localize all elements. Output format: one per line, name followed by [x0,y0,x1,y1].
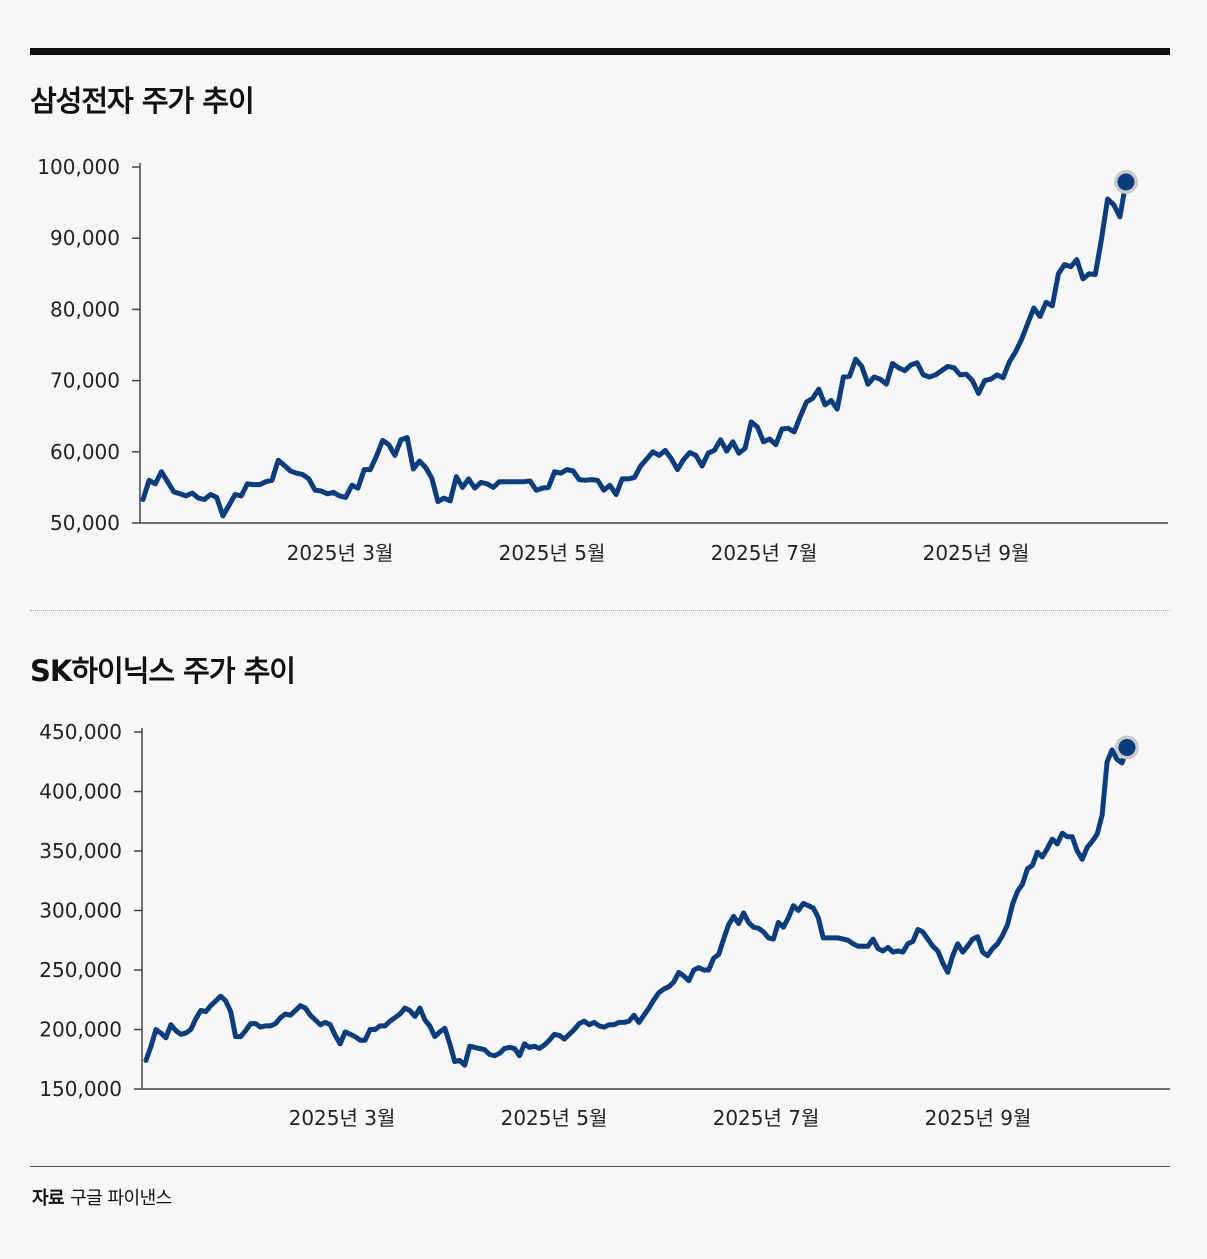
y-tick-label: 300,000 [39,899,122,923]
series-line [143,745,1130,1068]
y-tick-label: 100,000 [37,155,120,179]
y-tick-label: 70,000 [50,369,120,393]
chart-skhynix: 450,000 400,000 350,000 300,000 250,000 200,0… [39,720,1170,1130]
x-tick-label: 2025년 9월 [923,541,1030,565]
chart-divider [30,610,1170,611]
y-tick-label: 60,000 [50,440,120,464]
x-tick-label: 2025년 5월 [501,1106,608,1130]
chart-title-skhynix: SK하이닉스 주가 추이 [30,654,296,688]
x-tick-label: 2025년 3월 [287,541,394,565]
y-tick-label: 90,000 [50,226,120,250]
last-point-marker [1118,738,1136,756]
x-tick-label: 2025년 7월 [713,1106,820,1130]
y-tick-label: 50,000 [50,511,120,535]
x-tick-label: 2025년 7월 [711,541,818,565]
source-text: 구글 파이낸스 [70,1188,172,1209]
source-note: 자료 구글 파이낸스 [32,1184,172,1210]
y-tick-label: 400,000 [39,780,122,804]
y-tick-label: 200,000 [39,1018,122,1042]
x-tick-label: 2025년 9월 [925,1106,1032,1130]
series-line [140,179,1129,519]
y-tick-label: 450,000 [39,720,122,744]
x-tick-label: 2025년 3월 [289,1106,396,1130]
y-tick-label: 250,000 [39,958,122,982]
chart-title-samsung: 삼성전자 주가 추이 [30,84,255,118]
y-tick-label: 80,000 [50,297,120,321]
y-tick-label: 350,000 [39,839,122,863]
source-label: 자료 [32,1188,65,1209]
y-tick-label: 150,000 [39,1077,122,1101]
footer-rule [30,1166,1170,1167]
top-rule [30,48,1170,55]
last-point-marker [1117,173,1135,191]
chart-samsung: 100,000 90,000 80,000 70,000 60,000 50,000 202… [37,155,1168,565]
x-tick-label: 2025년 5월 [499,541,606,565]
